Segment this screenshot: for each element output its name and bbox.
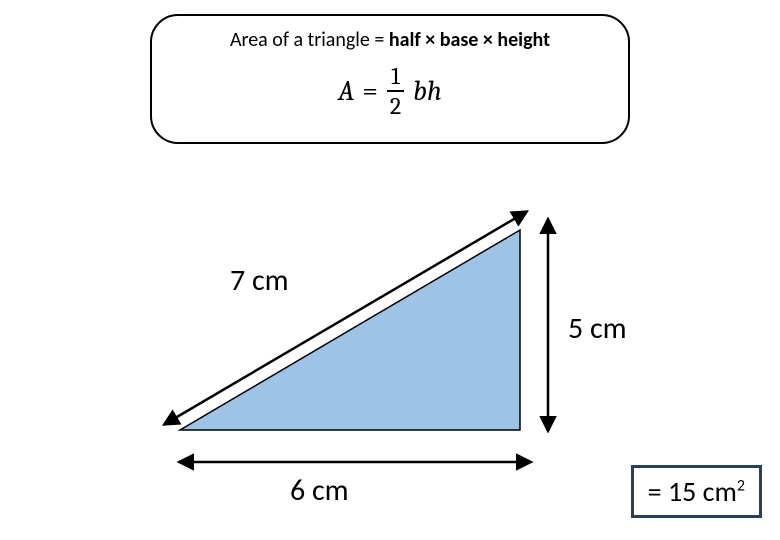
eq-frac-num: 1	[387, 64, 404, 92]
formula-equation: A = 1 2 bh	[172, 64, 608, 118]
eq-rhs: bh	[413, 75, 442, 107]
answer-prefix: =	[648, 474, 668, 509]
base-label: 6 cm	[290, 472, 349, 509]
hypotenuse-label: 7 cm	[230, 262, 289, 299]
answer-unit: cm	[703, 474, 737, 509]
answer-value: 15	[668, 474, 696, 509]
formula-text-plain: Area of a triangle =	[230, 28, 389, 52]
eq-frac-den: 2	[386, 92, 405, 118]
formula-box: Area of a triangle = half × base × heigh…	[150, 14, 630, 144]
answer-box: = 15 cm2	[631, 465, 762, 518]
formula-text-line: Area of a triangle = half × base × heigh…	[172, 28, 608, 52]
triangle-shape	[180, 230, 520, 430]
height-label: 5 cm	[568, 310, 627, 347]
eq-lhs: A	[338, 75, 354, 107]
diagram-svg	[150, 200, 710, 520]
eq-fraction: 1 2	[386, 64, 405, 118]
eq-equals: =	[362, 75, 378, 107]
triangle-diagram: 7 cm 5 cm 6 cm	[150, 200, 710, 520]
answer-exponent: 2	[737, 477, 745, 496]
formula-text-bold: half × base × height	[389, 28, 550, 52]
